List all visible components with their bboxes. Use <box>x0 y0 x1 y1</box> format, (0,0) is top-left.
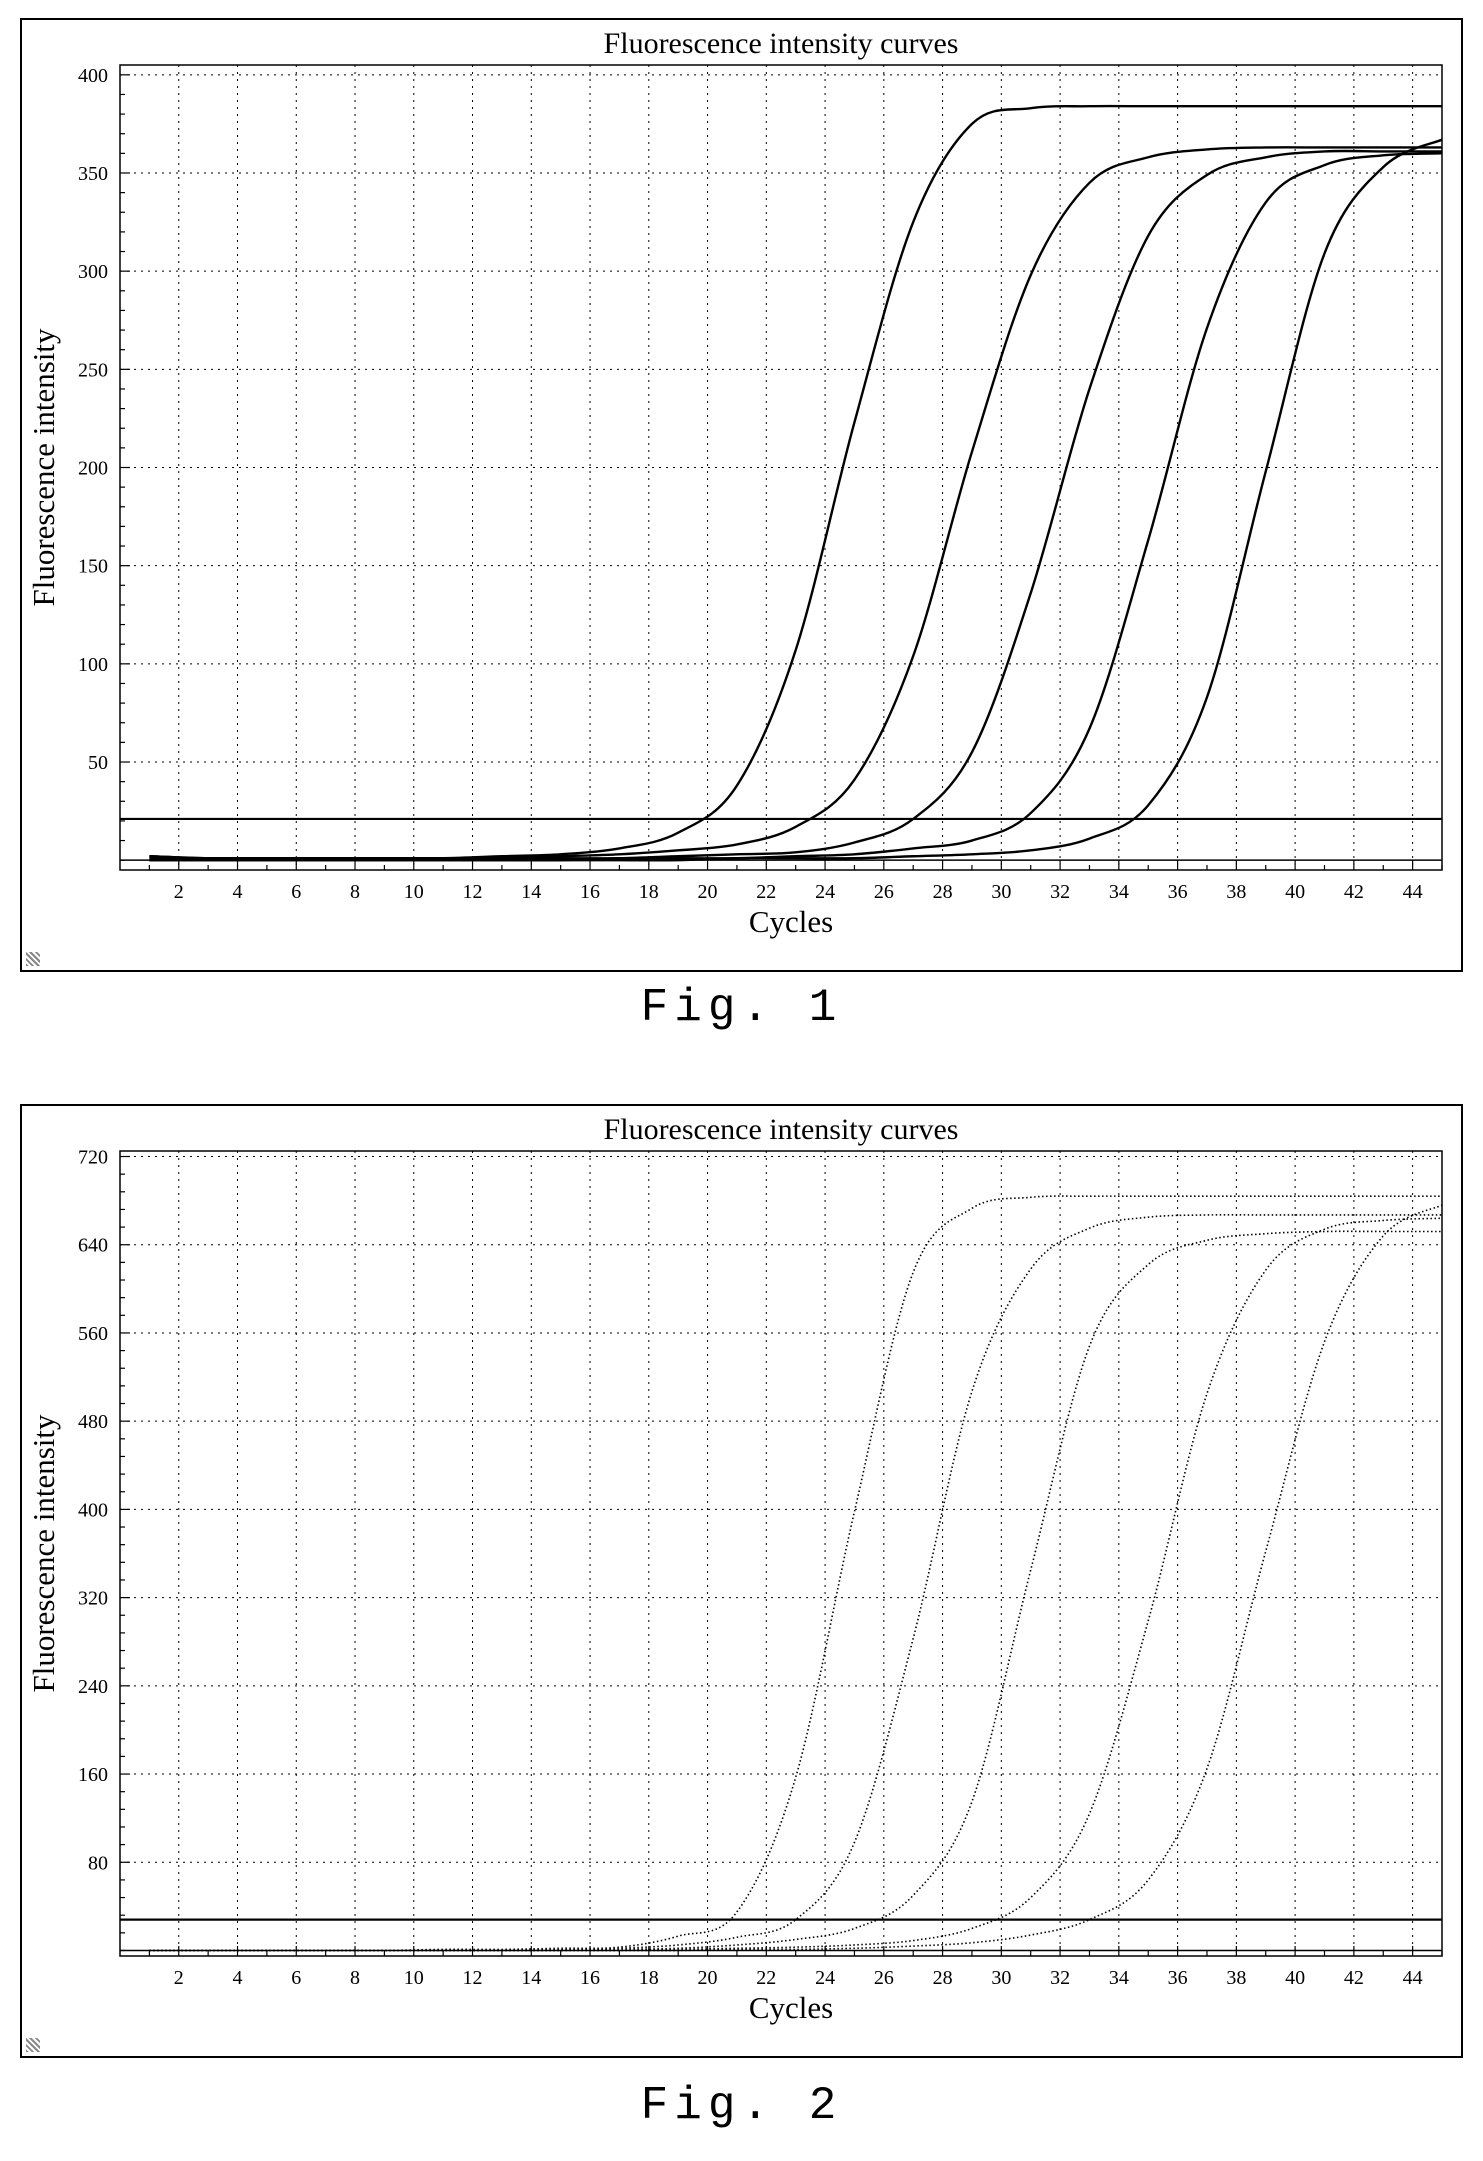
x-tick-label: 14 <box>521 1967 541 1989</box>
series-line-4 <box>149 152 1443 862</box>
x-tick-label: 4 <box>233 1967 243 1989</box>
x-tick-label: 16 <box>580 1967 600 1989</box>
x-tick-label: 32 <box>1050 1967 1070 1989</box>
chart-panel-1: Fluorescence intensity curves 2 4 6 8 10 12 14 1… <box>20 18 1463 972</box>
y-tick-label: 560 <box>78 1323 108 1345</box>
x-tick-label: 38 <box>1226 881 1246 903</box>
x-tick-label: 6 <box>291 881 301 903</box>
figure-caption-1: Fig. 1 <box>640 982 843 1034</box>
y-tick-label: 240 <box>78 1676 108 1698</box>
y-tick-label: 250 <box>78 359 108 381</box>
tick-marks <box>120 74 1443 870</box>
x-tick-label: 40 <box>1285 1967 1305 1989</box>
y-tick-label: 300 <box>78 261 108 283</box>
grid <box>120 65 1442 870</box>
series-line-1 <box>149 104 1442 860</box>
series-line-3 <box>149 1230 1442 1952</box>
plot-frame <box>119 64 1443 871</box>
y-tick-label: 480 <box>78 1411 108 1433</box>
x-tick-label: 42 <box>1344 881 1364 903</box>
y-tick-label: 640 <box>78 1235 108 1257</box>
x-tick-label: 28 <box>933 1967 953 1989</box>
x-tick-label: 18 <box>639 1967 659 1989</box>
y-tick-label: 200 <box>78 458 108 480</box>
y-tick-label: 400 <box>78 1499 108 1521</box>
x-tick-label: 28 <box>933 881 953 903</box>
corner-grip-icon <box>26 2038 40 2052</box>
y-tick-label: 50 <box>88 752 108 774</box>
x-tick-label: 8 <box>350 881 360 903</box>
x-tick-label: 16 <box>580 881 600 903</box>
series-line-4 <box>149 1217 1443 1952</box>
y-tick-label: 160 <box>78 1764 108 1786</box>
corner-grip-icon <box>26 952 40 966</box>
x-tick-label: 20 <box>698 881 718 903</box>
grid <box>120 1151 1442 1956</box>
series-line-1 <box>149 1195 1442 1952</box>
y-axis-label: Fluorescence intensity <box>26 328 61 607</box>
x-tick-label: 6 <box>291 1967 301 1989</box>
x-tick-label: 12 <box>463 1967 483 1989</box>
x-tick-label: 4 <box>233 881 243 903</box>
chart-title: Fluorescence intensity curves <box>604 27 959 60</box>
plot-frame <box>119 1150 1443 1957</box>
y-tick-label: 350 <box>78 163 108 185</box>
series-line-2 <box>149 1213 1442 1952</box>
x-tick-label: 2 <box>174 881 184 903</box>
x-tick-label: 10 <box>404 881 424 903</box>
x-tick-label: 10 <box>404 1967 424 1989</box>
y-tick-label: 80 <box>88 1852 108 1874</box>
x-tick-label: 32 <box>1050 881 1070 903</box>
x-tick-label: 36 <box>1168 881 1188 903</box>
x-tick-label: 26 <box>874 1967 894 1989</box>
x-tick-label: 18 <box>639 881 659 903</box>
series-line-3 <box>149 149 1442 860</box>
y-tick-label: 720 <box>78 1147 108 1169</box>
x-tick-label: 22 <box>756 1967 776 1989</box>
y-axis-label: Fluorescence intensity <box>26 1414 61 1693</box>
y-tick-label: 150 <box>78 556 108 578</box>
x-tick-label: 36 <box>1168 1967 1188 1989</box>
x-tick-label: 24 <box>815 881 835 903</box>
x-tick-label: 44 <box>1403 881 1423 903</box>
x-tick-label: 34 <box>1109 1967 1129 1989</box>
x-tick-label: 26 <box>874 881 894 903</box>
y-tick-label: 100 <box>78 654 108 676</box>
series-line-5 <box>149 138 1443 862</box>
x-tick-label: 30 <box>991 881 1011 903</box>
x-tick-label: 20 <box>698 1967 718 1989</box>
series-line-2 <box>149 146 1442 860</box>
x-tick-label: 38 <box>1226 1967 1246 1989</box>
x-tick-label: 34 <box>1109 881 1129 903</box>
tick-marks <box>120 1155 1443 1956</box>
y-tick-label: 320 <box>78 1588 108 1610</box>
x-tick-label: 40 <box>1285 881 1305 903</box>
x-tick-label: 44 <box>1403 1967 1423 1989</box>
x-tick-label: 8 <box>350 1967 360 1989</box>
x-tick-label: 42 <box>1344 1967 1364 1989</box>
x-tick-label: 12 <box>463 881 483 903</box>
x-tick-label: 30 <box>991 1967 1011 1989</box>
x-tick-label: 22 <box>756 881 776 903</box>
x-tick-label: 24 <box>815 1967 835 1989</box>
series-line-5 <box>149 1204 1443 1952</box>
x-axis-label: Cycles <box>749 904 833 939</box>
x-axis-label: Cycles <box>749 1990 833 2025</box>
chart-title: Fluorescence intensity curves <box>604 1113 959 1146</box>
x-tick-label: 14 <box>521 881 541 903</box>
chart-panel-2: Fluorescence intensity curves 2 4 6 8 10 12 14 1… <box>20 1104 1463 2058</box>
x-tick-label: 2 <box>174 1967 184 1989</box>
y-tick-label: 400 <box>78 65 108 87</box>
figure-caption-2: Fig. 2 <box>640 2080 843 2132</box>
